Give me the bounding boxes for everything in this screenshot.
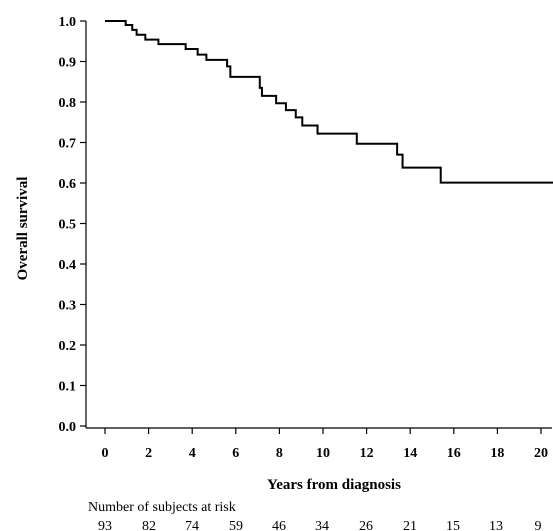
at-risk-count: 26 <box>359 519 373 531</box>
at-risk-count: 46 <box>272 519 286 531</box>
at-risk-count: 13 <box>489 519 503 531</box>
x-tick-label: 16 <box>447 446 461 461</box>
x-tick-label: 18 <box>490 446 504 461</box>
y-tick-label: 0.1 <box>59 380 77 395</box>
survival-curve-group <box>105 20 553 184</box>
x-tick-label: 8 <box>276 446 283 461</box>
survival-curve <box>105 20 553 184</box>
at-risk-count: 74 <box>185 519 199 531</box>
x-tick-label: 4 <box>189 446 196 461</box>
x-axis-ticks: 0 2 4 6 8 10 12 14 16 18 20 <box>102 428 548 461</box>
y-tick-label: 0.5 <box>59 218 77 233</box>
y-tick-label: 1.0 <box>59 15 77 30</box>
at-risk-count: 82 <box>142 519 156 531</box>
y-axis-ticks: 0.0 0.1 0.2 0.3 0.4 0.5 0.6 0.7 0.8 0.9 1.0 <box>59 15 86 435</box>
x-tick-label: 14 <box>403 446 417 461</box>
y-tick-label: 0.7 <box>59 137 77 152</box>
y-tick-label: 0.3 <box>59 299 77 314</box>
y-tick-label: 0.8 <box>59 96 77 111</box>
at-risk-count: 21 <box>403 519 417 531</box>
x-tick-label: 0 <box>102 446 109 461</box>
x-tick-label: 2 <box>145 446 152 461</box>
at-risk-title: Number of subjects at risk <box>88 500 236 515</box>
at-risk-count: 15 <box>446 519 460 531</box>
y-tick-label: 0.9 <box>59 56 77 71</box>
x-tick-label: 12 <box>360 446 374 461</box>
x-tick-label: 10 <box>316 446 330 461</box>
at-risk-count: 34 <box>315 519 329 531</box>
x-tick-label: 20 <box>534 446 548 461</box>
y-tick-label: 0.0 <box>59 420 77 435</box>
at-risk-count: 9 <box>535 519 542 531</box>
y-tick-label: 0.4 <box>59 258 77 273</box>
at-risk-count: 59 <box>229 519 243 531</box>
x-axis-label: Years from diagnosis <box>267 477 401 493</box>
y-tick-label: 0.6 <box>59 177 77 192</box>
at-risk-row: 93 82 74 59 46 34 26 21 15 13 9 <box>98 519 542 531</box>
y-tick-label: 0.2 <box>59 339 77 354</box>
x-tick-label: 6 <box>232 446 239 461</box>
axes <box>85 21 552 429</box>
y-axis-label: Overall survival <box>15 177 31 281</box>
at-risk-count: 93 <box>98 519 112 531</box>
